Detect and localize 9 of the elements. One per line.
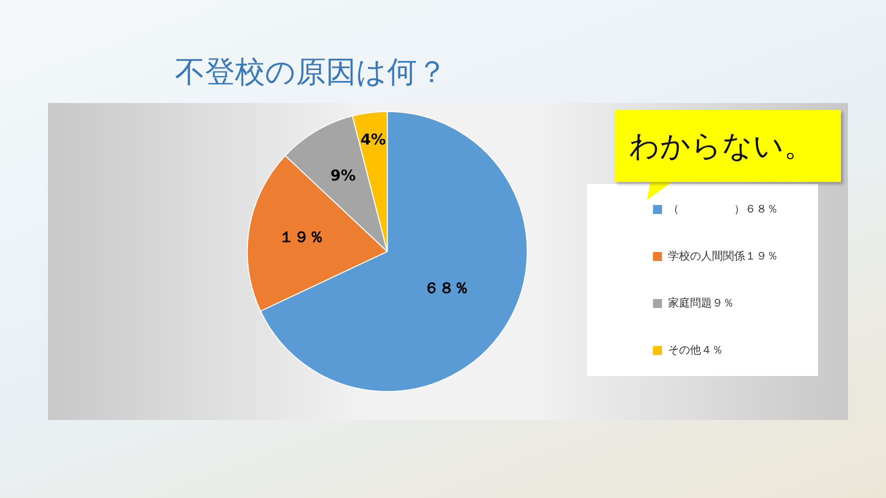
legend-label: （ ）６８％ [668,202,778,216]
chart-title: 不登校の原因は何？ [175,54,447,92]
legend-label: 学校の人間関係１９％ [668,249,778,262]
legend-label: その他４％ [668,343,723,356]
data-label: 9% [330,166,356,185]
data-label: １９％ [279,228,324,246]
legend-label: 家庭問題９％ [668,296,734,310]
data-label: 4% [360,130,386,148]
data-label: ６８％ [424,278,469,297]
